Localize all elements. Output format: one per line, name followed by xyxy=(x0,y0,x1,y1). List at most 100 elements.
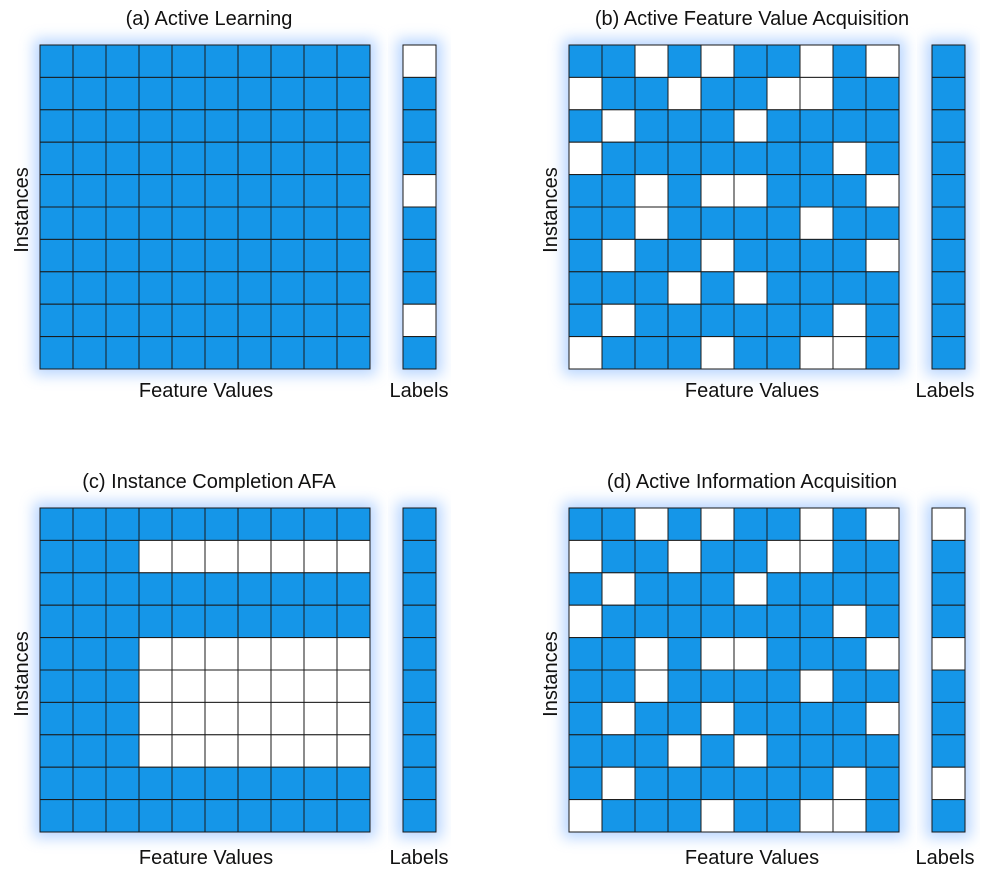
label-cell-known xyxy=(931,238,966,273)
matrix-cell-missing xyxy=(667,76,702,111)
matrix-cell-known xyxy=(766,44,801,78)
matrix-cell-known xyxy=(733,76,768,111)
matrix-cell-known xyxy=(204,507,239,541)
matrix-cell-known xyxy=(601,507,636,541)
panel-title: (c) Instance Completion AFA xyxy=(82,471,336,493)
matrix-cell-missing xyxy=(865,238,900,273)
matrix-cell-known xyxy=(700,141,735,176)
matrix-cell-known xyxy=(336,109,371,143)
matrix-cell-known xyxy=(634,572,669,606)
matrix-cell-known xyxy=(832,206,867,240)
matrix-cell-known xyxy=(799,572,834,606)
matrix-cell-known xyxy=(138,238,173,273)
matrix-cell-known xyxy=(39,206,74,240)
matrix-cell-known xyxy=(832,271,867,305)
matrix-cell-known xyxy=(105,109,140,143)
matrix-cell-known xyxy=(303,109,338,143)
matrix-cell-known xyxy=(832,637,867,671)
matrix-cell-known xyxy=(270,766,305,801)
matrix-cell-known xyxy=(766,604,801,639)
matrix-cell-missing xyxy=(270,701,305,736)
matrix-cell-known xyxy=(634,539,669,574)
label-cell-known xyxy=(931,572,966,606)
matrix-cell-known xyxy=(766,336,801,370)
matrix-cell-known xyxy=(733,604,768,639)
matrix-cell-known xyxy=(700,303,735,338)
matrix-cell-known xyxy=(733,799,768,833)
label-cell-known xyxy=(402,637,437,671)
matrix-cell-missing xyxy=(237,701,272,736)
matrix-cell-known xyxy=(105,507,140,541)
x-axis-label: Feature Values xyxy=(139,380,273,402)
matrix-cell-known xyxy=(204,76,239,111)
label-cell-known xyxy=(402,799,437,833)
matrix-cell-known xyxy=(237,238,272,273)
matrix-cell-missing xyxy=(865,44,900,78)
matrix-cell-missing xyxy=(237,669,272,703)
matrix-cell-known xyxy=(237,44,272,78)
matrix-cell-known xyxy=(601,734,636,768)
label-cell-known xyxy=(931,734,966,768)
matrix-cell-missing xyxy=(733,174,768,208)
matrix-cell-missing xyxy=(700,637,735,671)
matrix-cell-missing xyxy=(634,206,669,240)
matrix-cell-missing xyxy=(336,701,371,736)
matrix-cell-known xyxy=(667,766,702,801)
matrix-cell-known xyxy=(568,271,603,305)
matrix-cell-known xyxy=(270,799,305,833)
matrix-cell-known xyxy=(270,238,305,273)
matrix-cell-known xyxy=(171,507,206,541)
matrix-cell-missing xyxy=(766,539,801,574)
matrix-cell-known xyxy=(766,572,801,606)
matrix-cell-known xyxy=(799,637,834,671)
label-cell-known xyxy=(931,271,966,305)
matrix-cell-known xyxy=(270,507,305,541)
matrix-cell-missing xyxy=(832,766,867,801)
label-column xyxy=(931,507,966,833)
matrix-cell-known xyxy=(799,238,834,273)
matrix-cell-known xyxy=(568,766,603,801)
matrix-cell-known xyxy=(766,701,801,736)
matrix-cell-known xyxy=(303,799,338,833)
matrix-cell-known xyxy=(601,604,636,639)
matrix-cell-known xyxy=(336,799,371,833)
matrix-cell-known xyxy=(336,174,371,208)
matrix-cell-known xyxy=(171,336,206,370)
matrix-cell-known xyxy=(72,507,107,541)
matrix-cell-known xyxy=(237,109,272,143)
feature-matrix xyxy=(568,44,900,370)
matrix-cell-missing xyxy=(303,701,338,736)
matrix-cell-missing xyxy=(568,799,603,833)
matrix-cell-known xyxy=(336,336,371,370)
matrix-cell-missing xyxy=(138,539,173,574)
matrix-cell-missing xyxy=(171,669,206,703)
matrix-cell-known xyxy=(832,109,867,143)
label-cell-known xyxy=(402,572,437,606)
matrix-cell-missing xyxy=(865,701,900,736)
matrix-cell-known xyxy=(832,539,867,574)
matrix-cell-known xyxy=(171,76,206,111)
matrix-cell-known xyxy=(336,76,371,111)
matrix-cell-missing xyxy=(832,336,867,370)
feature-matrix xyxy=(568,507,900,833)
matrix-cell-known xyxy=(171,303,206,338)
label-cell-known xyxy=(402,539,437,574)
matrix-cell-missing xyxy=(601,303,636,338)
matrix-cell-known xyxy=(237,766,272,801)
matrix-cell-known xyxy=(138,766,173,801)
label-cell-known xyxy=(931,174,966,208)
matrix-cell-known xyxy=(733,669,768,703)
matrix-cell-missing xyxy=(270,734,305,768)
matrix-cell-known xyxy=(72,303,107,338)
label-cell-known xyxy=(931,336,966,370)
matrix-cell-missing xyxy=(799,799,834,833)
matrix-cell-known xyxy=(39,303,74,338)
matrix-cell-missing xyxy=(270,539,305,574)
matrix-cell-known xyxy=(39,604,74,639)
matrix-cell-missing xyxy=(568,604,603,639)
matrix-cell-known xyxy=(303,238,338,273)
matrix-cell-known xyxy=(700,271,735,305)
matrix-cell-known xyxy=(667,507,702,541)
matrix-cell-known xyxy=(39,799,74,833)
matrix-cell-known xyxy=(138,799,173,833)
